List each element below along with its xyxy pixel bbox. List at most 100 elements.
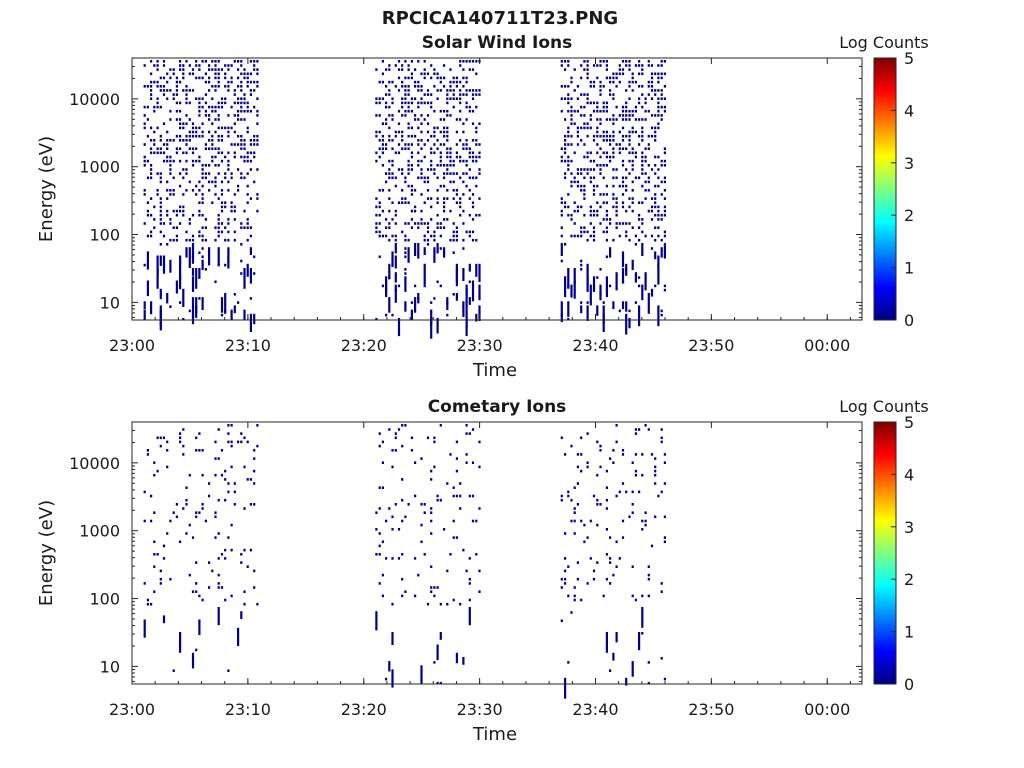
data-cell <box>599 193 602 196</box>
data-cell <box>208 482 211 485</box>
data-cell <box>179 60 182 63</box>
data-cell <box>641 473 644 477</box>
data-cell <box>436 126 439 130</box>
data-cell <box>375 528 378 531</box>
data-cell <box>570 498 573 502</box>
data-cell <box>443 201 446 204</box>
data-cell <box>657 97 660 100</box>
data-cell <box>414 97 417 100</box>
data-cell <box>452 159 455 163</box>
data-cell <box>436 222 439 225</box>
data-cell <box>256 143 259 146</box>
data-cell <box>589 126 592 130</box>
data-cell <box>253 105 256 109</box>
data-cell <box>654 184 657 188</box>
data-cell <box>179 159 182 163</box>
data-cell <box>426 243 430 246</box>
data-cell <box>638 64 641 67</box>
data-cell <box>388 159 391 163</box>
data-cell <box>198 114 201 117</box>
data-cell <box>657 209 660 213</box>
data-cell <box>564 453 567 456</box>
data-cell <box>426 189 430 192</box>
data-cell <box>253 60 256 63</box>
data-cell <box>188 89 191 92</box>
data-cell <box>650 218 654 221</box>
data-cell <box>401 478 404 481</box>
data-cell <box>644 511 647 514</box>
data-cell <box>391 465 394 469</box>
y-tick-label: 10 <box>100 293 120 312</box>
data-cell <box>388 189 391 192</box>
data-cell <box>625 176 628 180</box>
data-cell <box>249 143 252 146</box>
data-cell <box>605 105 608 109</box>
data-cell <box>224 85 227 88</box>
data-cell <box>375 68 378 71</box>
data-cell <box>452 598 455 602</box>
data-cell <box>618 114 621 117</box>
data-cell <box>227 159 230 163</box>
data-cell <box>644 519 647 523</box>
data-cell <box>211 97 214 100</box>
data-cell <box>426 139 430 142</box>
data-cell <box>401 498 404 502</box>
data-cell <box>237 189 240 192</box>
data-cell <box>214 76 217 80</box>
data-cell <box>404 93 407 96</box>
data-cell <box>179 139 182 142</box>
data-cell <box>230 76 233 80</box>
data-cell <box>654 93 657 96</box>
data-cell <box>401 80 404 84</box>
data-cell <box>430 469 433 473</box>
data-cell <box>214 193 217 196</box>
data-cell <box>573 280 576 299</box>
data-cell <box>401 147 404 150</box>
data-cell <box>240 139 243 142</box>
data-cell <box>660 105 663 109</box>
data-cell <box>663 213 666 217</box>
data-cell <box>612 72 615 76</box>
data-cell <box>475 313 478 322</box>
data-cell <box>589 85 592 88</box>
data-cell <box>388 263 391 280</box>
data-cell <box>439 118 442 121</box>
data-cell <box>638 176 641 180</box>
data-cell <box>253 180 256 184</box>
data-cell <box>208 147 211 150</box>
data-cell <box>634 598 637 602</box>
data-cell <box>143 126 146 130</box>
data-cell <box>169 259 172 273</box>
data-cell <box>159 105 162 109</box>
data-cell <box>388 661 391 672</box>
data-cell <box>256 139 259 142</box>
data-cell <box>246 478 249 481</box>
data-cell <box>660 118 663 121</box>
data-cell <box>217 60 220 63</box>
data-cell <box>217 573 220 577</box>
data-cell <box>609 143 612 146</box>
data-cell <box>175 503 178 506</box>
data-cell <box>420 176 423 180</box>
data-cell <box>468 155 471 159</box>
data-cell <box>654 201 657 204</box>
data-cell <box>378 201 381 204</box>
data-cell <box>436 498 439 502</box>
data-cell <box>175 89 178 92</box>
data-cell <box>191 213 195 217</box>
data-cell <box>166 155 169 159</box>
data-cell <box>397 428 401 431</box>
data-cell <box>615 205 618 209</box>
data-cell <box>201 247 204 250</box>
data-cell <box>471 139 475 142</box>
data-cell <box>641 155 644 159</box>
data-cell <box>586 268 589 271</box>
data-cell <box>420 665 423 684</box>
data-cell <box>560 197 563 200</box>
data-cell <box>159 205 162 209</box>
data-cell <box>227 130 230 134</box>
data-cell <box>465 172 468 175</box>
data-cell <box>240 134 243 138</box>
data-cell <box>404 424 407 427</box>
data-cell <box>455 226 458 229</box>
